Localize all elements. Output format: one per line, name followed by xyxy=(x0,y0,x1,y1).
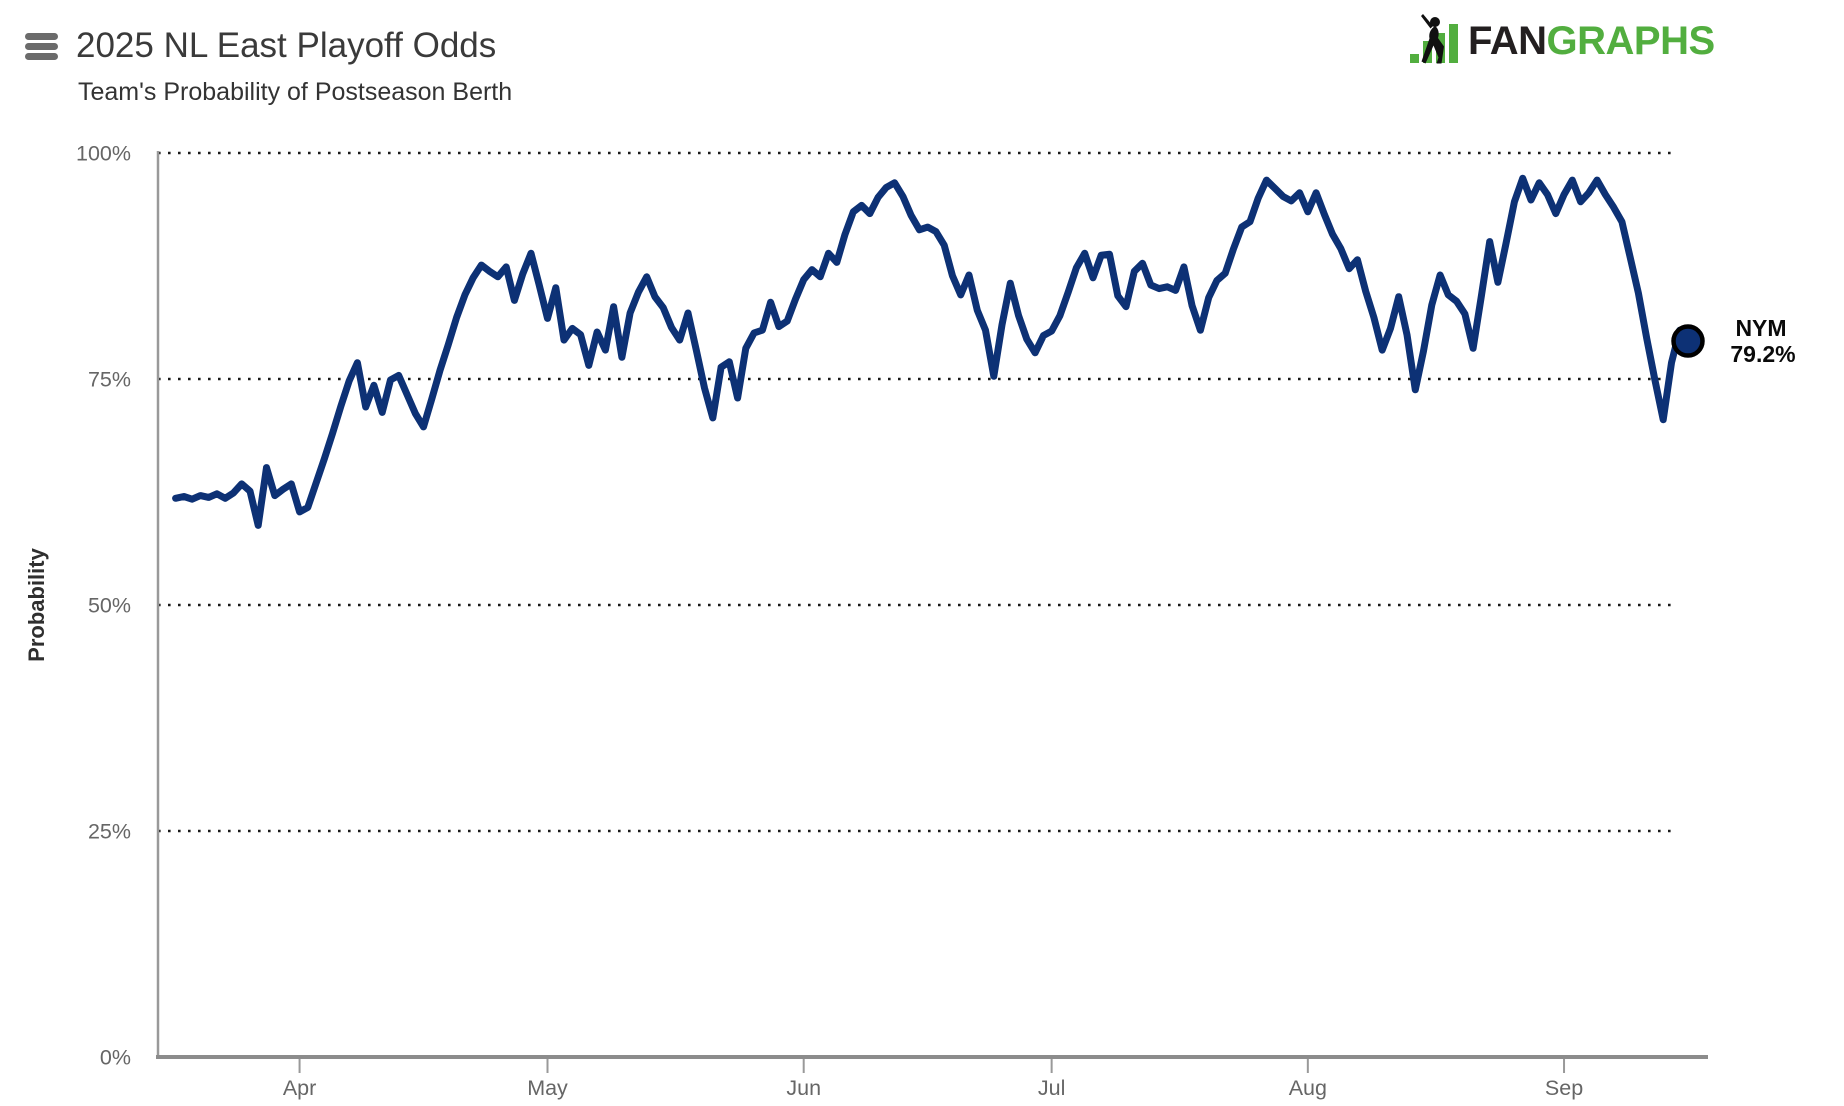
end-label-team: NYM xyxy=(1735,315,1786,341)
x-tick-label: May xyxy=(527,1076,568,1100)
end-label-value: 79.2% xyxy=(1730,341,1795,367)
hamburger-bar xyxy=(25,53,58,60)
logo-text-graphs: GRAPHS xyxy=(1546,19,1716,63)
y-tick-label: 75% xyxy=(88,368,131,392)
gridlines xyxy=(158,151,1672,833)
page-subtitle: Team's Probability of Postseason Berth xyxy=(78,78,513,106)
endpoint-marker xyxy=(1671,324,1705,358)
y-tick-label: 0% xyxy=(100,1046,131,1070)
y-tick-label: 25% xyxy=(88,820,131,844)
y-axis-tick-labels: 0% 25% 50% 75% 100% xyxy=(76,142,131,1070)
hamburger-bar xyxy=(25,33,58,40)
logo-text-fan: FAN xyxy=(1468,19,1547,63)
x-tick-label: Jul xyxy=(1038,1076,1065,1100)
x-tick-label: Aug xyxy=(1289,1076,1327,1100)
fangraphs-batter-icon xyxy=(1410,14,1458,64)
y-axis-title: Probability xyxy=(24,547,49,661)
x-tick-label: Apr xyxy=(283,1076,316,1100)
y-tick-label: 50% xyxy=(88,594,131,618)
page-title: 2025 NL East Playoff Odds xyxy=(76,26,497,65)
x-tick-label: Sep xyxy=(1545,1076,1583,1100)
x-axis-tick-marks: Apr May Jun Jul Aug Sep xyxy=(283,1059,1583,1100)
x-tick-label: Jun xyxy=(786,1076,821,1100)
batter-silhouette xyxy=(1421,14,1444,64)
hamburger-bar xyxy=(25,43,58,50)
fangraphs-wordmark: FANGRAPHS xyxy=(1468,16,1715,66)
y-tick-label: 100% xyxy=(76,142,131,166)
nym-odds-line xyxy=(172,174,1692,529)
fangraphs-logo[interactable]: FANGRAPHS xyxy=(1408,14,1715,66)
hamburger-menu-icon[interactable] xyxy=(25,33,58,61)
